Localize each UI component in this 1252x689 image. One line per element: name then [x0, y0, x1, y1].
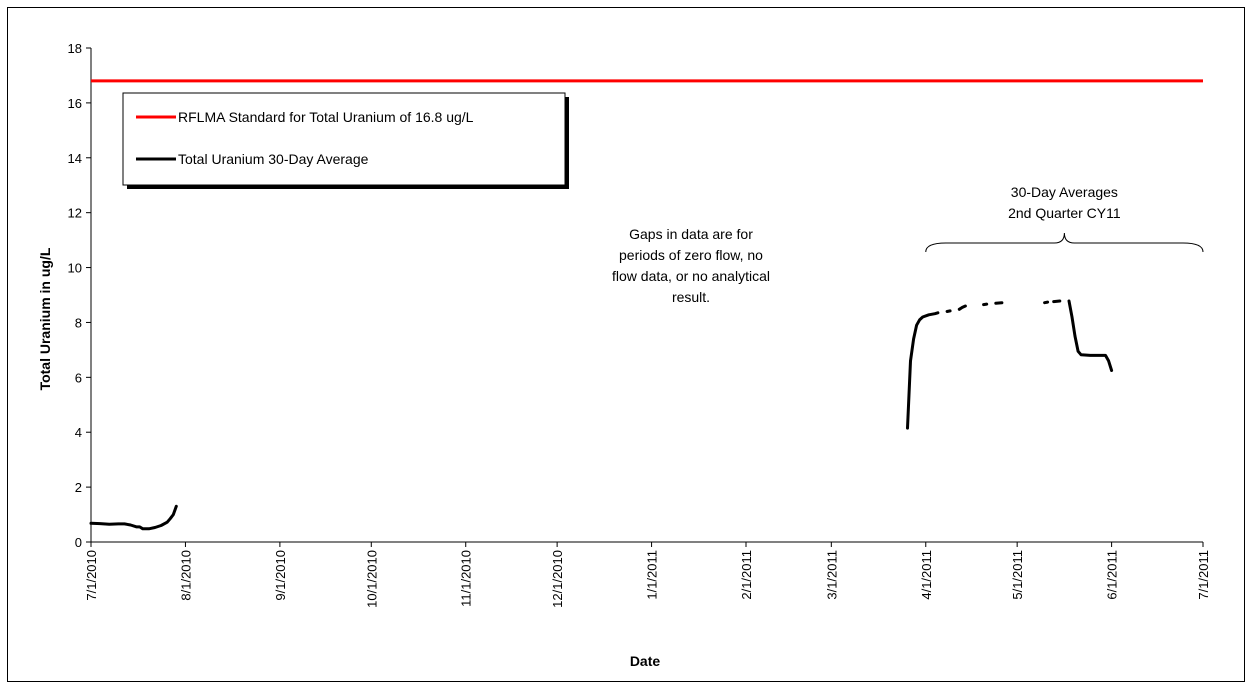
x-tick-label-3: 10/1/2010 [364, 550, 379, 608]
y-tick-label-4: 4 [75, 425, 82, 440]
x-tick-label-9: 4/1/2011 [919, 550, 934, 600]
chart-frame: 0 2 4 6 8 10 12 14 16 18 7/1/2010 8/1/2010 9/1/2010… [7, 7, 1245, 682]
x-tick-label-2: 9/1/2010 [273, 550, 288, 601]
quarter-bracket [925, 232, 1204, 253]
y-tick-label-18: 18 [68, 41, 82, 56]
legend-box [122, 92, 566, 186]
y-axis-title: Total Uranium in ug/L [37, 247, 53, 390]
x-tick-label-0: 7/1/2010 [84, 550, 99, 601]
x-tick-label-4: 11/1/2010 [459, 550, 474, 607]
y-tick-label-14: 14 [68, 151, 82, 166]
x-tick-label-10: 5/1/2011 [1010, 550, 1025, 600]
y-tick-label-0: 0 [75, 535, 82, 550]
series-1-segment-5 [994, 301, 1004, 305]
series-1-segment-3 [957, 304, 967, 311]
legend: RFLMA Standard for Total Uranium of 16.8… [122, 92, 569, 189]
x-axis: 7/1/2010 8/1/2010 9/1/2010 10/1/2010 11/1/20… [84, 541, 1211, 608]
x-tick-label-11: 6/1/2011 [1105, 550, 1120, 600]
series-1-segment-8 [1067, 299, 1114, 372]
series-1-segment-7 [1052, 299, 1062, 304]
y-tick-label-8: 8 [75, 315, 82, 330]
series-1-segment-0 [89, 504, 178, 531]
series-layer [89, 79, 1203, 531]
gaps-note: Gaps in data are for periods of zero flow… [612, 226, 770, 305]
y-tick-label-16: 16 [68, 96, 82, 111]
series-1-segment-4 [982, 302, 989, 307]
legend-label-average: Total Uranium 30-Day Average [178, 151, 369, 167]
legend-label-standard: RFLMA Standard for Total Uranium of 16.8… [178, 109, 474, 125]
uranium-chart: 0 2 4 6 8 10 12 14 16 18 7/1/2010 8/1/2010 9/1/2010… [37, 41, 1211, 669]
series-1-segment-2 [945, 309, 952, 313]
x-tick-label-7: 2/1/2011 [739, 550, 754, 600]
y-tick-label-12: 12 [68, 206, 82, 221]
quarter-note: 30-Day Averages 2nd Quarter CY11 [1008, 184, 1121, 221]
x-tick-label-6: 1/1/2011 [645, 550, 660, 600]
y-axis: 0 2 4 6 8 10 12 14 16 18 [68, 41, 92, 550]
y-tick-label-6: 6 [75, 370, 82, 385]
y-tick-label-2: 2 [75, 480, 82, 495]
series-1-segment-1 [906, 311, 940, 430]
annotation-layer: Gaps in data are for periods of zero flow… [612, 184, 1204, 305]
y-tick-label-10: 10 [68, 261, 82, 276]
series-1-segment-6 [1043, 300, 1050, 305]
x-tick-label-1: 8/1/2010 [178, 550, 193, 601]
x-axis-title: Date [630, 653, 661, 669]
x-tick-label-8: 3/1/2011 [824, 550, 839, 600]
x-tick-label-5: 12/1/2010 [550, 550, 565, 608]
x-tick-label-12: 7/1/2011 [1196, 550, 1211, 600]
